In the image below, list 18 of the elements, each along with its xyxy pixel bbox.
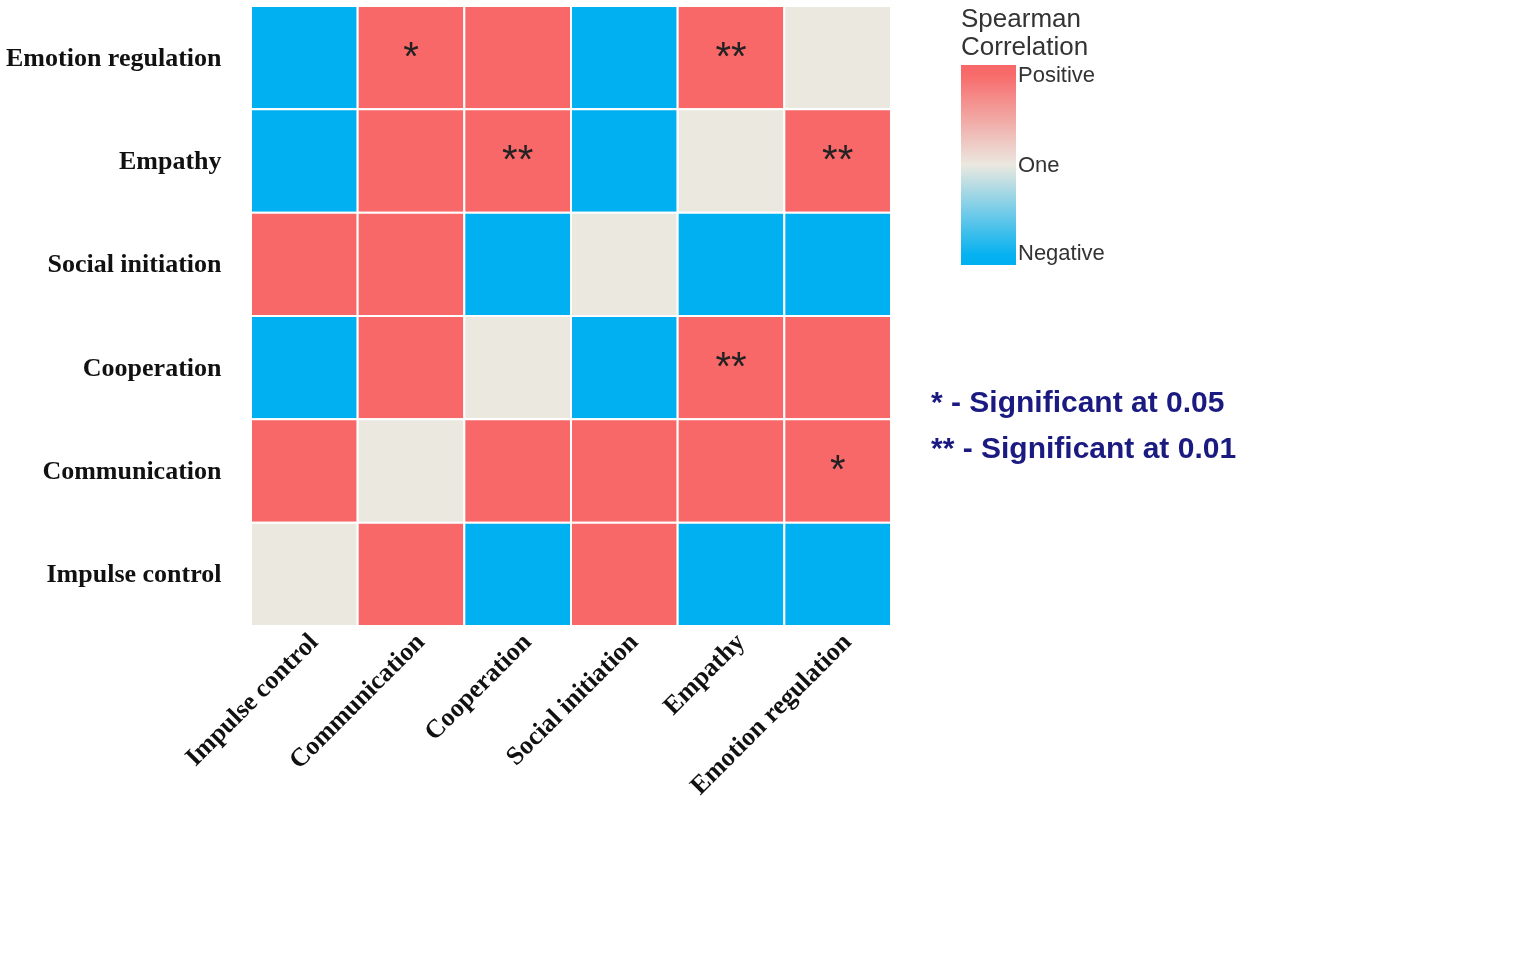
y-tick-label: Impulse control [46, 559, 222, 589]
text: ** - Significant at 0.01 [931, 430, 1237, 464]
color-bar-title: Spearman Correlation [961, 3, 1089, 61]
data-label: * [403, 33, 419, 78]
text: * - Significant at 0.05 [931, 384, 1225, 418]
color-bar-label: Positive [1018, 62, 1096, 87]
data-label: ** [502, 137, 534, 181]
data-label: * [829, 447, 846, 491]
data-label: ** [715, 33, 747, 78]
data-label: ** [822, 137, 854, 181]
y-tick-label: Empathy [118, 146, 222, 175]
y-tick-label: Social initiation [47, 249, 223, 279]
color-bar-label: Negative [1018, 240, 1105, 265]
y-tick-label: Communication [42, 456, 223, 485]
y-tick-label: Cooperation [82, 352, 223, 382]
color-bar-label: One [1018, 152, 1060, 177]
data-label: ** [715, 343, 747, 388]
y-tick-label: Emotion regulation [6, 42, 223, 72]
